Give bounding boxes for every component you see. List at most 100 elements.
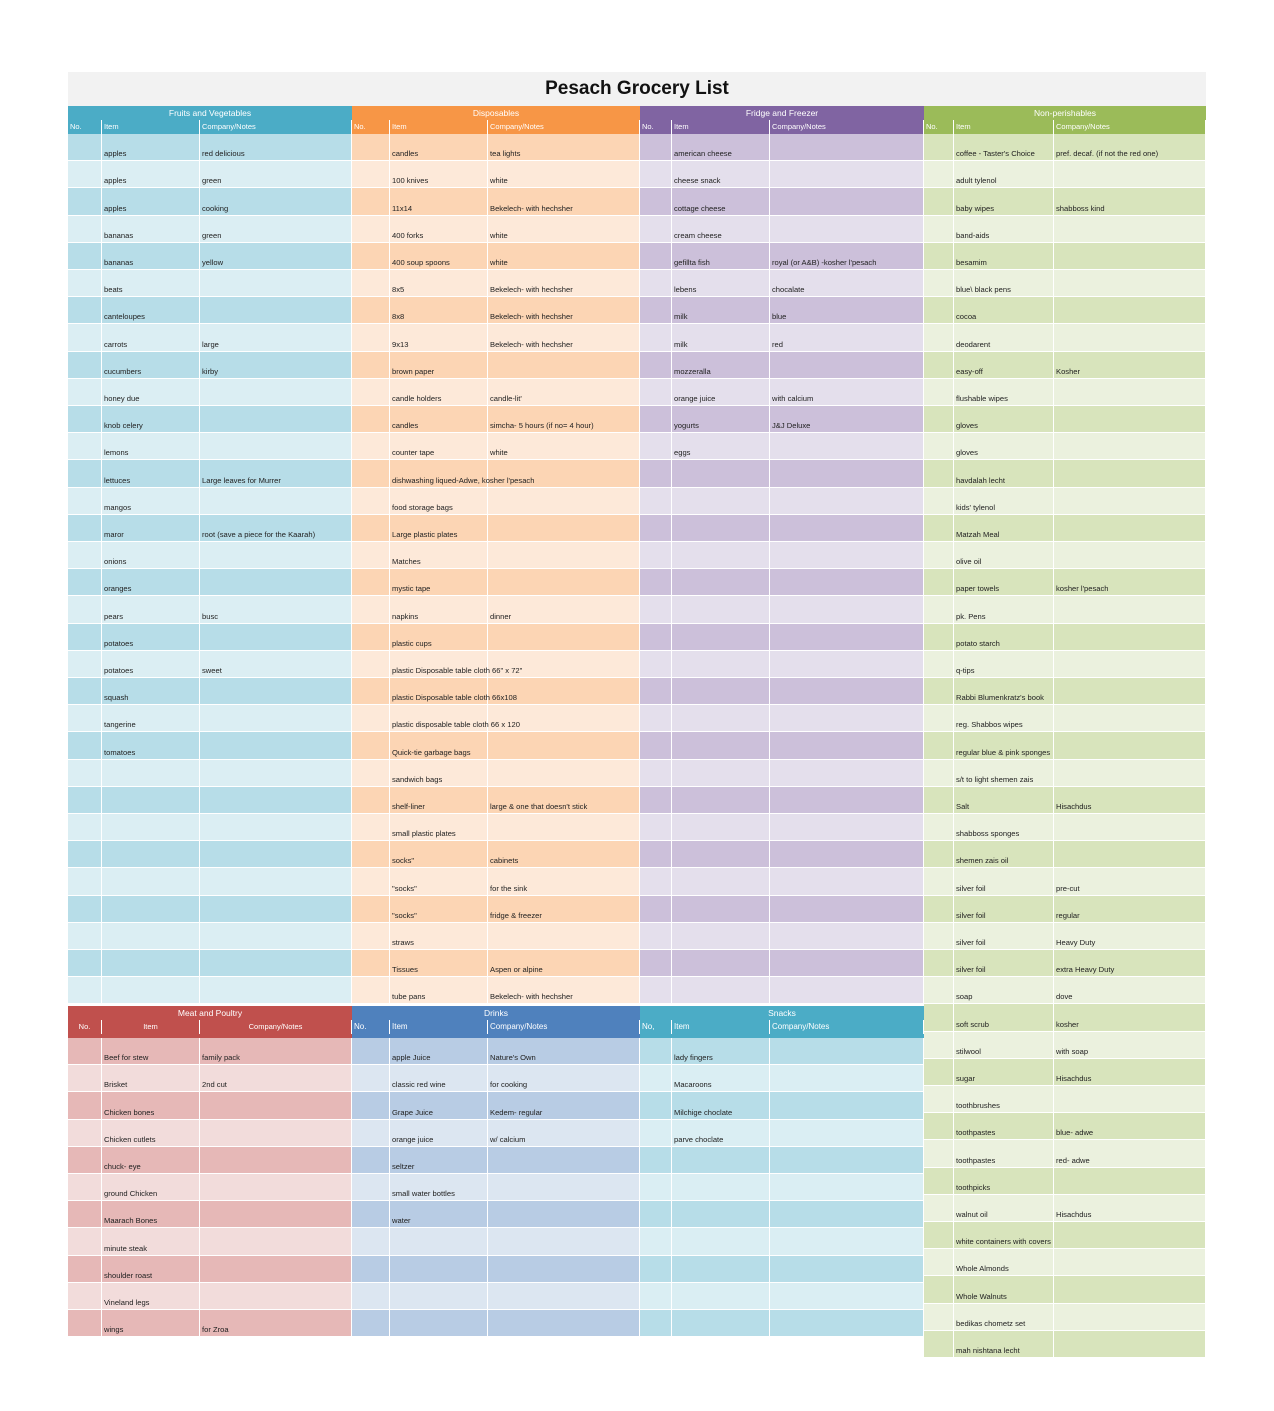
- list-row[interactable]: [68, 841, 352, 869]
- list-row[interactable]: tomatoes: [68, 732, 352, 760]
- list-row[interactable]: small plastic plates: [352, 814, 640, 842]
- list-row[interactable]: toothbrushes: [924, 1086, 1206, 1114]
- list-row[interactable]: shoulder roast: [68, 1255, 352, 1283]
- list-row[interactable]: apples cooking: [68, 188, 352, 216]
- list-row[interactable]: potatoes: [68, 623, 352, 651]
- list-row[interactable]: cheese snack: [640, 161, 924, 189]
- list-row[interactable]: Beef for stew family pack: [68, 1038, 352, 1066]
- list-row[interactable]: canteloupes: [68, 297, 352, 325]
- list-row[interactable]: Large plastic plates: [352, 514, 640, 542]
- list-row[interactable]: [352, 1282, 640, 1310]
- list-row[interactable]: potatoes sweet: [68, 650, 352, 678]
- list-row[interactable]: brown paper: [352, 351, 640, 379]
- list-row[interactable]: Quick-tie garbage bags: [352, 732, 640, 760]
- list-row[interactable]: 8x5 Bekelech- with hechsher: [352, 270, 640, 298]
- list-row[interactable]: counter tape white: [352, 433, 640, 461]
- list-row[interactable]: [68, 814, 352, 842]
- list-row[interactable]: Brisket 2nd cut: [68, 1065, 352, 1093]
- list-row[interactable]: [640, 678, 924, 706]
- list-row[interactable]: [640, 1310, 924, 1338]
- list-row[interactable]: Chicken cutlets: [68, 1119, 352, 1147]
- list-row[interactable]: milk blue: [640, 297, 924, 325]
- list-row[interactable]: regular blue & pink sponges: [924, 732, 1206, 760]
- list-row[interactable]: orange juice with calcium: [640, 378, 924, 406]
- list-row[interactable]: [640, 1174, 924, 1202]
- list-row[interactable]: cottage cheese: [640, 188, 924, 216]
- list-row[interactable]: [640, 841, 924, 869]
- list-row[interactable]: 9x13 Bekelech- with hechsher: [352, 324, 640, 352]
- list-row[interactable]: napkins dinner: [352, 596, 640, 624]
- list-row[interactable]: toothpastes red- adwe: [924, 1140, 1206, 1168]
- list-row[interactable]: 8x8 Bekelech- with hechsher: [352, 297, 640, 325]
- list-row[interactable]: [640, 1255, 924, 1283]
- list-row[interactable]: silver foil pre-cut: [924, 868, 1206, 896]
- list-row[interactable]: [640, 977, 924, 1005]
- list-row[interactable]: [640, 1201, 924, 1229]
- list-row[interactable]: sugar Hisachdus: [924, 1058, 1206, 1086]
- list-row[interactable]: [640, 922, 924, 950]
- list-row[interactable]: mah nishtana lecht: [924, 1330, 1206, 1358]
- list-row[interactable]: gloves: [924, 406, 1206, 434]
- list-row[interactable]: eggs: [640, 433, 924, 461]
- list-row[interactable]: shabboss sponges: [924, 814, 1206, 842]
- list-row[interactable]: kids' tylenol: [924, 487, 1206, 515]
- list-row[interactable]: deodarent: [924, 324, 1206, 352]
- list-row[interactable]: [640, 487, 924, 515]
- list-row[interactable]: [68, 759, 352, 787]
- list-row[interactable]: Matzah Meal: [924, 514, 1206, 542]
- list-row[interactable]: plastic Disposable table cloth 66" x 72": [352, 650, 640, 678]
- list-row[interactable]: coffee - Taster's Choice pref. decaf. (if…: [924, 134, 1206, 162]
- list-row[interactable]: [68, 977, 352, 1005]
- list-row[interactable]: "socks" fridge & freezer: [352, 895, 640, 923]
- list-row[interactable]: classic red wine for cooking: [352, 1065, 640, 1093]
- list-row[interactable]: Chicken bones: [68, 1092, 352, 1120]
- list-row[interactable]: [640, 569, 924, 597]
- list-row[interactable]: mangos: [68, 487, 352, 515]
- list-row[interactable]: [68, 950, 352, 978]
- list-row[interactable]: maror root (save a piece for the Kaarah): [68, 514, 352, 542]
- list-row[interactable]: [640, 650, 924, 678]
- list-row[interactable]: toothpicks: [924, 1167, 1206, 1195]
- list-row[interactable]: 400 forks white: [352, 215, 640, 243]
- list-row[interactable]: [640, 1282, 924, 1310]
- list-row[interactable]: small water bottles: [352, 1174, 640, 1202]
- list-row[interactable]: mystic tape: [352, 569, 640, 597]
- list-row[interactable]: toothpastes blue- adwe: [924, 1113, 1206, 1141]
- list-row[interactable]: shemen zais oil: [924, 841, 1206, 869]
- list-row[interactable]: squash: [68, 678, 352, 706]
- list-row[interactable]: oranges: [68, 569, 352, 597]
- list-row[interactable]: ground Chicken: [68, 1174, 352, 1202]
- list-row[interactable]: silver foil extra Heavy Duty: [924, 950, 1206, 978]
- list-row[interactable]: soft scrub kosher: [924, 1004, 1206, 1032]
- list-row[interactable]: Tissues Aspen or alpine: [352, 950, 640, 978]
- list-row[interactable]: socks" cabinets: [352, 841, 640, 869]
- list-row[interactable]: 400 soup spoons white: [352, 242, 640, 270]
- list-row[interactable]: white containers with covers: [924, 1222, 1206, 1250]
- list-row[interactable]: Maarach Bones: [68, 1201, 352, 1229]
- list-row[interactable]: apples red delicious: [68, 134, 352, 162]
- list-row[interactable]: gloves: [924, 433, 1206, 461]
- list-row[interactable]: soap dove: [924, 977, 1206, 1005]
- list-row[interactable]: [68, 922, 352, 950]
- list-row[interactable]: silver foil Heavy Duty: [924, 922, 1206, 950]
- list-row[interactable]: lady fingers: [640, 1038, 924, 1066]
- list-row[interactable]: food storage bags: [352, 487, 640, 515]
- list-row[interactable]: carrots large: [68, 324, 352, 352]
- list-row[interactable]: apple Juice Nature's Own: [352, 1038, 640, 1066]
- list-row[interactable]: [640, 514, 924, 542]
- list-row[interactable]: milk red: [640, 324, 924, 352]
- list-row[interactable]: [68, 895, 352, 923]
- list-row[interactable]: [640, 460, 924, 488]
- list-row[interactable]: knob celery: [68, 406, 352, 434]
- list-row[interactable]: Milchige choclate: [640, 1092, 924, 1120]
- list-row[interactable]: parve choclate: [640, 1119, 924, 1147]
- list-row[interactable]: q-tips: [924, 650, 1206, 678]
- list-row[interactable]: Whole Almonds: [924, 1249, 1206, 1277]
- list-row[interactable]: [640, 759, 924, 787]
- list-row[interactable]: [68, 786, 352, 814]
- list-row[interactable]: baby wipes shabboss kind: [924, 188, 1206, 216]
- list-row[interactable]: tube pans Bekelech- with hechsher: [352, 977, 640, 1005]
- list-row[interactable]: cream cheese: [640, 215, 924, 243]
- list-row[interactable]: water: [352, 1201, 640, 1229]
- list-row[interactable]: plastic cups: [352, 623, 640, 651]
